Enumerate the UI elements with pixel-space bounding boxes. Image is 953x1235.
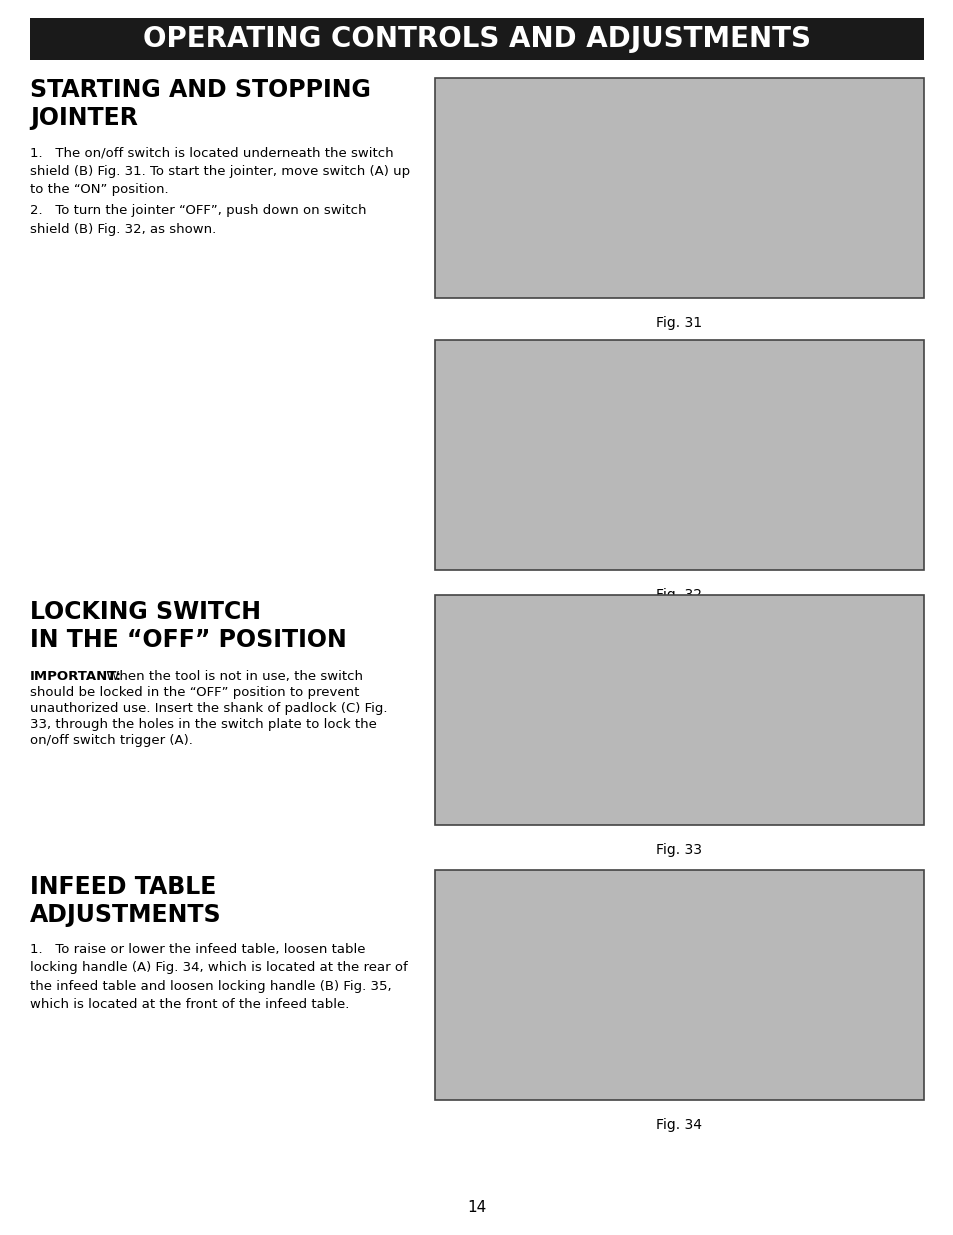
Text: Fig. 31: Fig. 31 bbox=[656, 316, 701, 330]
Bar bbox=[435, 340, 923, 571]
Text: IN THE “OFF” POSITION: IN THE “OFF” POSITION bbox=[30, 629, 346, 652]
Text: 2.   To turn the jointer “OFF”, push down on switch
shield (B) Fig. 32, as shown: 2. To turn the jointer “OFF”, push down … bbox=[30, 204, 366, 236]
Bar bbox=[435, 869, 923, 1100]
Text: should be locked in the “OFF” position to prevent: should be locked in the “OFF” position t… bbox=[30, 685, 359, 699]
Text: unauthorized use. Insert the shank of padlock (C) Fig.: unauthorized use. Insert the shank of pa… bbox=[30, 701, 387, 715]
Text: STARTING AND STOPPING: STARTING AND STOPPING bbox=[30, 78, 371, 103]
Bar bbox=[30, 19, 923, 61]
Bar bbox=[435, 78, 923, 298]
Text: Fig. 32: Fig. 32 bbox=[656, 588, 701, 601]
Text: Fig. 34: Fig. 34 bbox=[656, 1118, 701, 1132]
Text: LOCKING SWITCH: LOCKING SWITCH bbox=[30, 600, 261, 624]
Text: 1.   The on/off switch is located underneath the switch
shield (B) Fig. 31. To s: 1. The on/off switch is located undernea… bbox=[30, 146, 410, 196]
Text: on/off switch trigger (A).: on/off switch trigger (A). bbox=[30, 734, 193, 747]
Text: 33, through the holes in the switch plate to lock the: 33, through the holes in the switch plat… bbox=[30, 718, 376, 731]
Text: IMPORTANT:: IMPORTANT: bbox=[30, 671, 122, 683]
Text: 14: 14 bbox=[467, 1200, 486, 1215]
Text: 1.   To raise or lower the infeed table, loosen table
locking handle (A) Fig. 34: 1. To raise or lower the infeed table, l… bbox=[30, 944, 407, 1011]
Text: When the tool is not in use, the switch: When the tool is not in use, the switch bbox=[102, 671, 363, 683]
Text: Fig. 33: Fig. 33 bbox=[656, 844, 701, 857]
Bar bbox=[435, 595, 923, 825]
Text: JOINTER: JOINTER bbox=[30, 106, 138, 130]
Text: ADJUSTMENTS: ADJUSTMENTS bbox=[30, 903, 221, 927]
Text: INFEED TABLE: INFEED TABLE bbox=[30, 876, 216, 899]
Text: OPERATING CONTROLS AND ADJUSTMENTS: OPERATING CONTROLS AND ADJUSTMENTS bbox=[143, 25, 810, 53]
